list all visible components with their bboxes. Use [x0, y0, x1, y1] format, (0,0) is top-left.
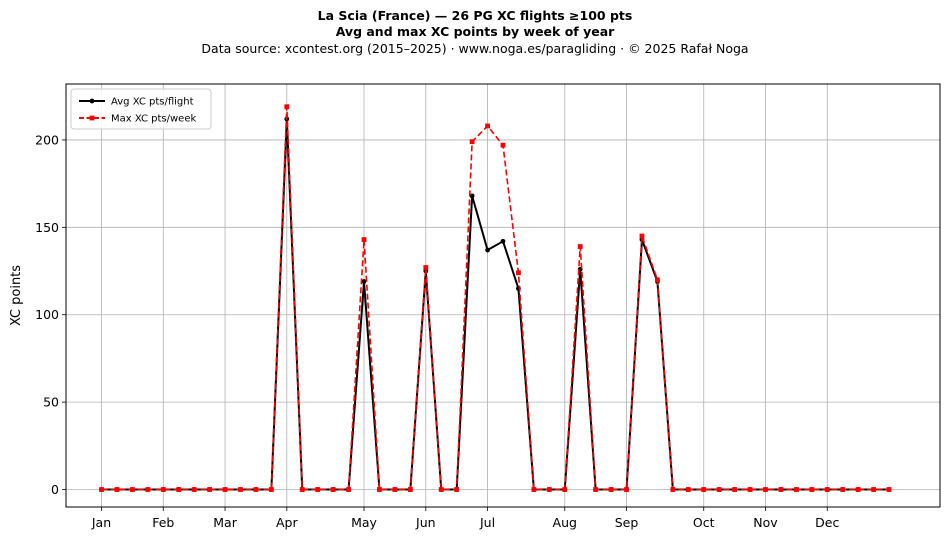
series-line — [101, 105, 890, 491]
data-point — [407, 487, 413, 492]
data-point — [639, 233, 645, 239]
data-point — [222, 487, 228, 492]
data-point — [423, 265, 429, 270]
data-point — [207, 487, 213, 492]
data-point — [670, 487, 676, 492]
data-point — [824, 487, 830, 492]
data-point — [129, 487, 135, 492]
data-point — [685, 487, 691, 492]
data-point — [871, 487, 877, 492]
data-point — [809, 487, 815, 492]
x-tick-label: Oct — [693, 515, 715, 530]
chart-title: La Scia (France) — 26 PG XC flights ≥100… — [317, 8, 633, 23]
y-tick-label: 150 — [35, 220, 59, 235]
data-point — [732, 487, 738, 492]
y-tick-label: 50 — [43, 395, 59, 410]
legend-marker — [89, 115, 95, 121]
data-point — [485, 247, 490, 253]
y-axis-label: XC points — [9, 265, 24, 326]
data-point — [531, 487, 537, 492]
legend-item: Avg XC pts/flight — [79, 97, 194, 108]
x-tick-label: Apr — [276, 515, 298, 530]
data-point — [469, 193, 475, 199]
series-max — [99, 104, 892, 492]
data-point — [454, 487, 460, 492]
data-point — [145, 487, 151, 492]
x-tick-label: Sep — [615, 515, 639, 530]
x-tick-label: Jul — [479, 515, 495, 530]
data-point — [361, 279, 367, 284]
y-tick-label: 200 — [35, 132, 59, 147]
data-point — [763, 487, 768, 492]
data-point — [778, 487, 784, 492]
data-point — [299, 487, 305, 492]
data-point — [701, 487, 707, 492]
data-point — [593, 487, 599, 492]
x-tick-label: Dec — [815, 515, 839, 530]
x-tick-label: Nov — [753, 515, 778, 530]
data-point — [176, 487, 182, 492]
data-point — [747, 487, 753, 492]
data-point — [377, 487, 382, 492]
legend-box — [70, 88, 212, 130]
data-point — [608, 487, 614, 492]
data-point — [577, 244, 583, 249]
series-avg — [99, 116, 892, 492]
x-tick-label: Aug — [553, 515, 577, 530]
data-point — [485, 123, 490, 129]
data-point — [361, 237, 367, 242]
series-line — [101, 117, 890, 491]
data-point — [624, 487, 629, 492]
data-point — [346, 487, 351, 492]
legend: Avg XC pts/flight Max XC pts/week — [70, 88, 212, 130]
data-point — [655, 277, 660, 283]
data-point — [716, 487, 722, 492]
x-axis: Jan Feb Mar Apr May Jun Jul Aug Sep Oct Nov Dec — [91, 507, 839, 530]
x-tick-label: Jan — [91, 515, 111, 530]
data-point — [114, 487, 120, 492]
data-point — [546, 487, 552, 492]
legend-item: Max XC pts/week — [79, 114, 196, 125]
chart-titles: La Scia (France) — 26 PG XC flights ≥100… — [0, 8, 950, 58]
data-point — [238, 487, 243, 492]
plot-frame — [65, 83, 941, 508]
x-tick-label: Jun — [415, 515, 436, 530]
data-point — [516, 270, 521, 276]
data-point — [562, 487, 568, 492]
data-point — [855, 487, 861, 492]
data-point — [793, 487, 799, 492]
y-axis: 0 50 100 150 200 — [35, 132, 66, 497]
data-point — [284, 104, 290, 110]
series-layer — [99, 104, 892, 492]
data-point — [500, 142, 506, 148]
data-point — [469, 139, 475, 145]
data-point — [500, 238, 506, 244]
x-tick-label: Feb — [152, 515, 174, 530]
data-point — [253, 487, 259, 492]
data-point — [268, 487, 274, 492]
chart-source-note: Data source: xcontest.org (2015–2025) · … — [201, 41, 749, 56]
y-tick-label: 0 — [51, 482, 59, 497]
y-tick-label: 100 — [35, 307, 59, 322]
data-point — [438, 487, 444, 492]
data-point — [392, 487, 398, 492]
legend-marker — [89, 98, 95, 104]
data-point — [886, 487, 892, 492]
data-point — [840, 487, 846, 492]
data-point — [330, 487, 336, 492]
legend-label: Max XC pts/week — [111, 114, 196, 125]
data-point — [99, 487, 104, 492]
data-point — [315, 487, 321, 492]
data-point — [160, 487, 166, 492]
chart-subtitle: Avg and max XC points by week of year — [335, 24, 615, 39]
data-point — [191, 487, 197, 492]
legend-label: Avg XC pts/flight — [111, 97, 194, 108]
x-tick-label: May — [351, 515, 377, 530]
x-tick-label: Mar — [213, 515, 237, 530]
